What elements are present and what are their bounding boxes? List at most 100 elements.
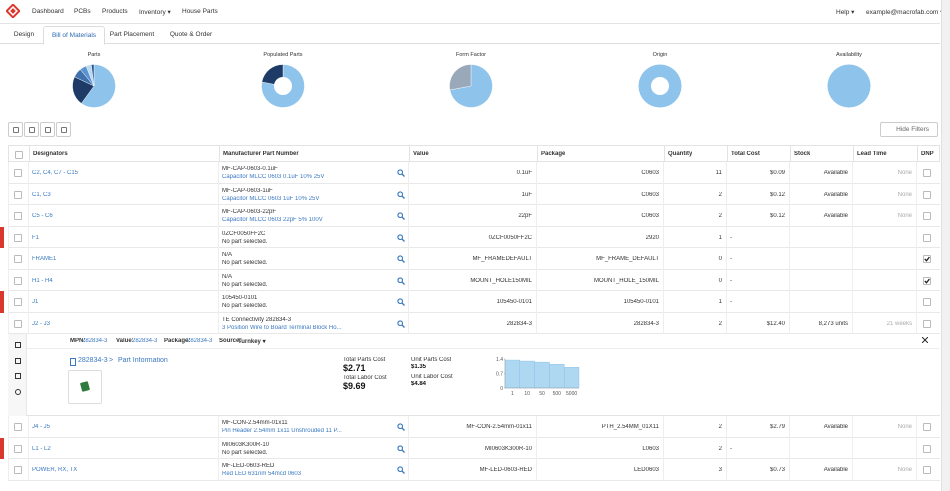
part-description: No part selected. — [222, 303, 268, 309]
checkbox[interactable] — [14, 444, 22, 453]
search-icon-handle — [401, 259, 405, 263]
nav-link[interactable]: Products — [102, 8, 128, 15]
expand-button[interactable] — [8, 122, 23, 137]
delete-button[interactable] — [56, 122, 71, 137]
dnp-checkbox[interactable] — [923, 466, 931, 474]
designators[interactable]: J1 — [32, 299, 39, 305]
dnp-checkbox[interactable] — [923, 212, 931, 220]
table-row: C2, C4, C7 - C15 MF-CAP-0603-0.1uF Capacit… — [8, 162, 940, 184]
search-icon[interactable] — [397, 190, 405, 199]
dnp-checkbox[interactable] — [923, 169, 931, 177]
dnp-checkbox[interactable] — [923, 423, 931, 431]
info-icon[interactable] — [15, 358, 21, 364]
cell-text: MF_FRAMEDEFAULT — [472, 256, 532, 262]
part-description[interactable]: Pin Header 2.54mm 1x11 Unshrouded 11 P..… — [222, 428, 342, 434]
part-information-link[interactable]: Part Information — [118, 357, 168, 364]
table-row: C5 - C6 MF-CAP-0603-22pF Capacitor MLCC 06… — [8, 205, 940, 227]
cost-label: Unit Labor Cost — [411, 374, 453, 380]
checkbox[interactable] — [14, 319, 22, 328]
designators[interactable]: F1 — [32, 234, 40, 241]
search-icon[interactable] — [397, 466, 405, 474]
y-tick-label: 0.7 — [496, 371, 503, 377]
search-icon[interactable] — [15, 389, 21, 395]
scrollbar[interactable] — [941, 0, 950, 491]
column-divider — [789, 291, 790, 313]
close-button[interactable] — [922, 337, 928, 343]
tab[interactable]: Part Placement — [109, 31, 155, 38]
detail-field: 282834-3 — [132, 338, 158, 344]
part-description[interactable]: 3 Position Wire to Board Terminal Block … — [222, 324, 342, 331]
search-icon[interactable] — [397, 319, 405, 328]
column-divider — [28, 248, 29, 270]
checkbox[interactable] — [14, 212, 22, 220]
search-icon[interactable] — [397, 233, 405, 242]
part-description[interactable]: Red LED 631nm 54mcd 0603 — [222, 471, 302, 477]
checkbox[interactable] — [14, 423, 22, 431]
dnp-checkbox[interactable] — [923, 298, 931, 306]
search-icon[interactable] — [397, 298, 405, 306]
copy-icon[interactable] — [15, 373, 21, 379]
checkbox[interactable] — [14, 466, 22, 474]
checkbox — [15, 151, 23, 159]
checkbox[interactable] — [14, 190, 22, 199]
search-icon[interactable] — [397, 276, 405, 285]
search-icon-handle — [401, 216, 405, 220]
hide-filters-button[interactable]: Hide Filters — [880, 122, 938, 137]
column-divider — [789, 248, 790, 270]
dnp-checkbox[interactable] — [923, 444, 931, 453]
checkbox[interactable] — [14, 276, 22, 285]
column-divider — [8, 269, 9, 291]
table-row: J1 105450-0101 No part selected. 105450-010… — [0, 291, 940, 313]
dnp-checkbox[interactable] — [923, 233, 931, 242]
search-icon-handle — [401, 173, 405, 177]
search-icon[interactable] — [397, 423, 405, 431]
collapse-button[interactable] — [24, 122, 39, 137]
nav-link[interactable]: Inventory ▾ — [139, 9, 171, 16]
designators[interactable]: C2, C4, C7 - C15 — [32, 170, 79, 176]
search-icon[interactable] — [397, 444, 405, 453]
part-description[interactable]: Capacitor MLCC 0603 0.1uF 10% 25V — [222, 174, 325, 180]
checkbox[interactable] — [14, 298, 22, 306]
tab[interactable]: Quote & Order — [169, 31, 213, 38]
designators[interactable]: J4 - J5 — [32, 424, 51, 430]
tab[interactable]: Bill of Materials — [43, 26, 105, 45]
nav-link[interactable]: House Parts — [182, 8, 218, 15]
part-description[interactable]: Capacitor MLCC 0603 22pF 5% 100V — [222, 217, 323, 223]
column-divider — [726, 291, 727, 313]
designators[interactable]: L1 - L2 — [32, 445, 51, 452]
column-divider — [536, 291, 537, 313]
column-divider — [218, 312, 219, 334]
nav-menu[interactable]: example@macrofab.com ▾ — [866, 9, 944, 16]
logo[interactable] — [6, 4, 20, 18]
dnp-checkbox[interactable] — [923, 190, 931, 199]
designators[interactable]: POWER, RX, TX — [32, 467, 78, 473]
checkbox[interactable] — [14, 255, 22, 263]
column-header: Lead Time — [857, 151, 887, 157]
nav-link[interactable]: PCBs — [74, 8, 91, 15]
cell-text: $2.79 — [769, 424, 785, 430]
dnp-checkbox[interactable] — [923, 276, 931, 285]
designators[interactable]: C5 - C6 — [32, 213, 53, 219]
column-divider — [852, 416, 853, 438]
reset-button[interactable] — [40, 122, 55, 137]
part-number-link[interactable]: 282834-3 — [78, 357, 108, 364]
detail-field: MPN: — [70, 338, 86, 344]
search-icon[interactable] — [397, 212, 405, 220]
part-description[interactable]: Capacitor MLCC 0603 1uF 10% 25V — [222, 195, 320, 202]
search-icon[interactable] — [397, 255, 405, 263]
designators[interactable]: FRAME1 — [32, 256, 57, 262]
dnp-checkbox[interactable] — [923, 255, 931, 263]
designators[interactable]: C1, C3 — [32, 191, 51, 198]
dnp-checkbox[interactable] — [923, 319, 931, 328]
designators[interactable]: J2 - J3 — [32, 320, 51, 327]
tab[interactable]: Design — [13, 31, 35, 38]
search-icon[interactable] — [397, 169, 405, 177]
column-divider — [663, 269, 664, 291]
chart-icon[interactable] — [15, 342, 21, 348]
nav-link[interactable]: Dashboard — [32, 8, 64, 15]
nav-menu[interactable]: Help ▾ — [836, 9, 855, 16]
checkbox[interactable] — [14, 169, 22, 177]
checkbox[interactable] — [14, 233, 22, 242]
pie-title: Parts — [88, 52, 101, 58]
designators[interactable]: H1 - H4 — [32, 277, 53, 284]
